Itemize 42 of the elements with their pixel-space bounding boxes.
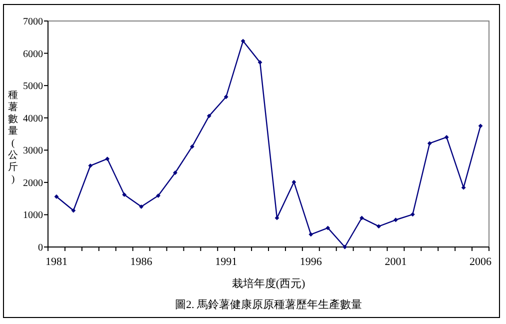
point: [342, 244, 348, 250]
point: [139, 204, 144, 209]
y-tick-label: 0: [38, 242, 43, 254]
x-tick-label: 1996: [300, 256, 322, 268]
y-tick-label: 6000: [23, 48, 43, 60]
point: [394, 218, 398, 222]
point: [274, 216, 280, 220]
point: [292, 180, 296, 184]
point: [360, 216, 364, 220]
x-tick-label: 1986: [130, 256, 153, 268]
point: [427, 141, 432, 146]
point: [88, 163, 93, 168]
point: [258, 60, 262, 65]
x-tick-label: 2001: [384, 256, 407, 268]
point: [326, 226, 330, 230]
x-tick-label: 2006: [470, 256, 492, 268]
point: [410, 212, 415, 217]
point: [54, 194, 59, 199]
y-tick-label: 7000: [23, 16, 43, 28]
y-tick-label: 3000: [23, 146, 43, 157]
point: [190, 144, 194, 149]
point: [224, 94, 228, 100]
point: [122, 192, 127, 197]
point: [71, 208, 76, 213]
y-axis-title: 種薯數量(公斤): [8, 90, 18, 185]
point: [376, 224, 381, 229]
point: [308, 232, 314, 237]
x-tick-label: 1991: [215, 256, 238, 268]
y-tick-label: 5000: [23, 81, 43, 92]
y-tick-label: 4000: [23, 113, 43, 124]
point: [206, 114, 212, 118]
point: [444, 135, 449, 140]
point: [105, 156, 110, 162]
point: [478, 124, 483, 128]
point: [240, 38, 246, 44]
y-tick-label: 1000: [23, 210, 43, 222]
point: [173, 170, 178, 175]
x-axis-title: 栽培年度(西元): [232, 277, 306, 290]
point: [156, 193, 160, 198]
y-tick-label: 2000: [23, 178, 43, 189]
text: 圖2. 馬鈴薯健康原原種薯歷年生產數量: [175, 298, 362, 311]
x-tick-label: 1981: [45, 256, 68, 268]
